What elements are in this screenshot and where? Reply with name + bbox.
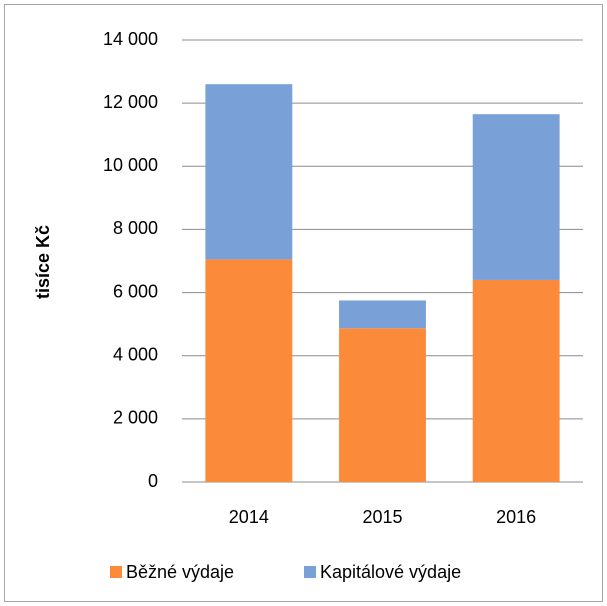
bar-segment: [205, 259, 293, 482]
bar-segment: [339, 300, 426, 329]
bar-segment: [205, 84, 293, 260]
y-tick-label: 6 000: [113, 281, 158, 301]
y-tick-label: 12 000: [103, 92, 158, 112]
y-axis-title: tisíce Kč: [33, 225, 53, 299]
y-tick-label: 2 000: [113, 408, 158, 428]
bar-segment: [472, 114, 560, 280]
y-tick-label: 8 000: [113, 218, 158, 238]
y-tick-label: 10 000: [103, 155, 158, 175]
bar-segment: [339, 328, 426, 482]
x-tick-label: 2016: [496, 507, 536, 527]
y-tick-label: 0: [148, 471, 158, 491]
legend-swatch: [110, 566, 122, 578]
bar-segment: [472, 279, 560, 482]
x-tick-label: 2015: [362, 507, 402, 527]
legend-label: Kapitálové výdaje: [320, 562, 461, 582]
y-tick-label: 14 000: [103, 29, 158, 49]
legend-swatch: [304, 566, 316, 578]
legend-label: Běžné výdaje: [126, 562, 234, 582]
y-tick-label: 4 000: [113, 344, 158, 364]
x-tick-label: 2014: [229, 507, 269, 527]
